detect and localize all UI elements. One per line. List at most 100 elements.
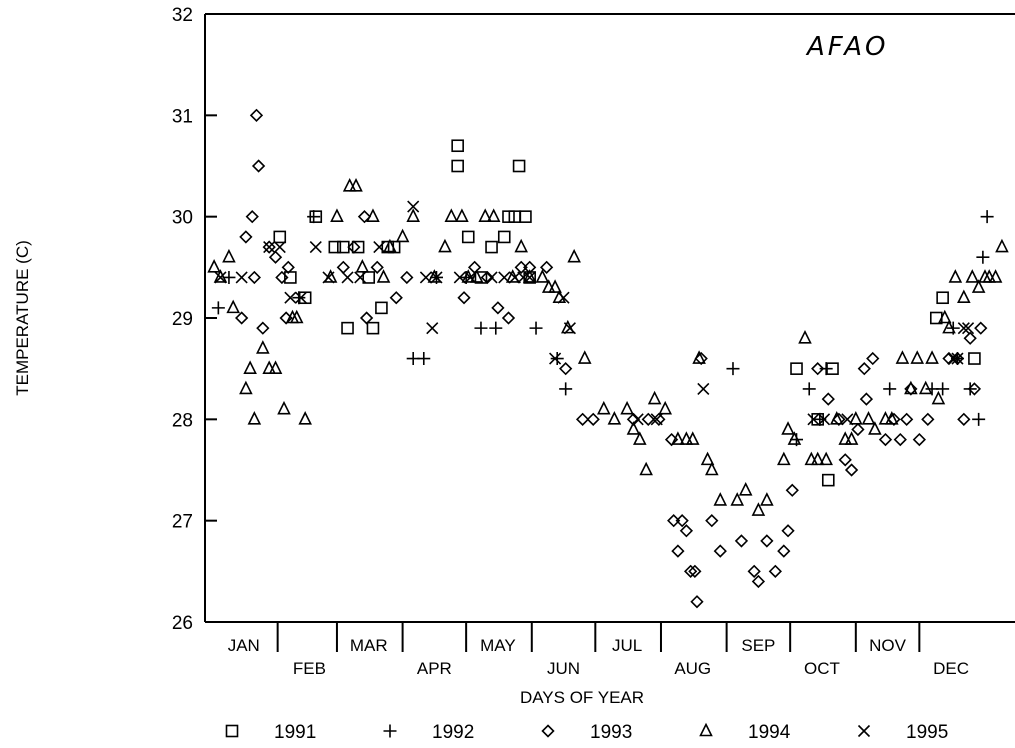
point-1994 — [355, 259, 370, 273]
point-1995 — [841, 413, 854, 426]
point-1993 — [675, 514, 689, 528]
point-1995 — [947, 352, 960, 365]
point-1995 — [697, 382, 710, 395]
point-1994 — [548, 279, 562, 293]
point-1993 — [690, 595, 704, 609]
point-1993 — [586, 412, 600, 426]
point-1994 — [760, 492, 774, 506]
series-1991 — [273, 139, 981, 487]
legend-item-1993: 1993 — [541, 722, 632, 743]
point-1993 — [851, 422, 865, 437]
point-1992 — [211, 301, 225, 315]
point-1994 — [207, 259, 221, 273]
point-1994 — [213, 269, 228, 283]
point-1995 — [294, 291, 308, 304]
point-1994 — [349, 177, 363, 192]
point-1994 — [567, 248, 581, 263]
point-1993 — [671, 544, 685, 558]
point-1994 — [478, 208, 492, 222]
month-label-feb: FEB — [293, 659, 326, 678]
point-1994 — [904, 380, 918, 395]
point-1993 — [359, 311, 374, 325]
month-label-mar: MAR — [350, 636, 388, 655]
point-1991 — [341, 321, 354, 335]
point-1991 — [451, 139, 464, 153]
data-points — [207, 108, 1009, 609]
point-1994 — [455, 208, 469, 222]
legend-marker-1993 — [541, 724, 555, 738]
point-1993 — [751, 574, 766, 589]
point-1994 — [535, 269, 550, 283]
y-tick-label: 32 — [172, 5, 193, 26]
point-1991 — [968, 352, 981, 365]
chart-annotation: AFAO — [805, 32, 888, 62]
point-1994 — [810, 451, 825, 466]
month-label-jan: JAN — [228, 636, 260, 655]
point-1994 — [647, 390, 662, 405]
point-1994 — [330, 208, 344, 222]
point-1991 — [519, 210, 532, 223]
point-1992 — [726, 362, 740, 376]
point-1994 — [522, 269, 537, 283]
point-1994 — [596, 400, 611, 415]
point-1995 — [485, 271, 498, 284]
point-1994 — [819, 451, 833, 466]
point-1993 — [777, 544, 791, 558]
point-1993 — [811, 362, 825, 376]
point-1991 — [366, 321, 380, 335]
point-1993 — [866, 351, 880, 366]
point-1992 — [963, 382, 977, 396]
point-1995 — [373, 241, 386, 254]
point-1993 — [950, 351, 965, 366]
legend-marker-1991 — [225, 724, 239, 738]
point-1994 — [995, 238, 1009, 253]
point-1994 — [798, 329, 812, 344]
point-1992 — [292, 291, 306, 305]
point-1995 — [284, 291, 297, 304]
point-1994 — [376, 269, 391, 283]
point-1995 — [631, 413, 644, 426]
legend-item-1995: 1995 — [857, 722, 948, 743]
point-1994 — [268, 360, 283, 374]
y-axis-title: TEMPERATURE (C) — [13, 240, 32, 396]
point-1994 — [366, 208, 380, 222]
point-1993 — [539, 260, 554, 274]
point-1995 — [817, 413, 831, 426]
point-1994 — [486, 208, 501, 222]
point-1993 — [912, 432, 926, 447]
point-1993 — [239, 230, 253, 244]
point-1993 — [705, 514, 719, 528]
point-1994 — [444, 208, 459, 222]
point-1994 — [829, 411, 844, 425]
legend-marker-1995 — [857, 724, 871, 738]
point-1994 — [738, 481, 753, 496]
point-1994 — [868, 421, 882, 435]
point-1993 — [523, 260, 537, 274]
point-1995 — [235, 271, 248, 284]
point-1994 — [277, 400, 291, 415]
point-1993 — [781, 524, 795, 538]
point-1993 — [389, 291, 403, 305]
point-1993 — [235, 311, 249, 325]
point-1994 — [777, 451, 791, 466]
point-1993 — [821, 392, 835, 406]
point-1995 — [508, 271, 521, 284]
point-1991 — [328, 240, 342, 254]
month-label-may: MAY — [480, 636, 516, 655]
point-1994 — [787, 431, 802, 445]
point-1994 — [713, 492, 728, 506]
point-1993 — [281, 260, 295, 274]
month-label-dec: DEC — [933, 659, 969, 678]
point-1994 — [298, 411, 312, 425]
point-1994 — [692, 350, 706, 364]
x-axis-title: DAYS OF YEAR — [520, 688, 644, 707]
point-1993 — [688, 564, 702, 578]
point-1994 — [247, 411, 262, 425]
point-1993 — [480, 270, 494, 285]
point-1993 — [249, 108, 264, 122]
point-1993 — [491, 301, 505, 315]
point-1991 — [485, 240, 498, 254]
point-1993 — [904, 382, 918, 396]
point-1993 — [514, 260, 528, 274]
point-1993 — [357, 210, 372, 224]
